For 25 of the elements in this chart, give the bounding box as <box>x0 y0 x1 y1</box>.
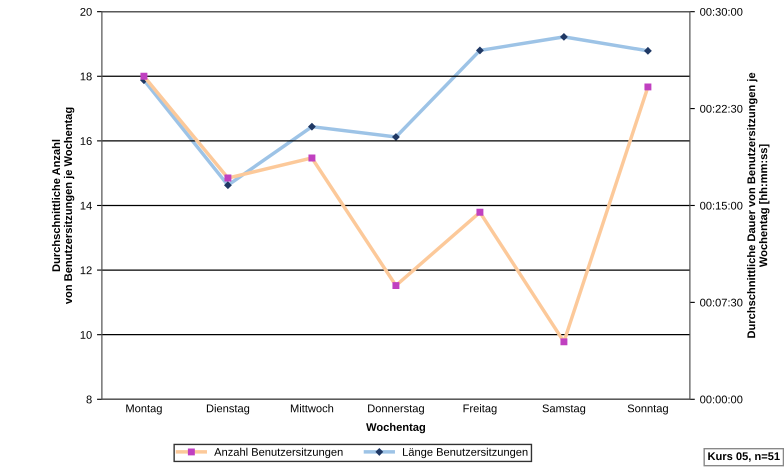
y2-axis-title: Durchschnittliche Dauer von Benutzersitzungen je Wochentag [hh:mm:ss] <box>747 72 770 338</box>
x-axis-title: Wochentag <box>366 422 426 434</box>
x-tick-label: Montag <box>126 404 162 415</box>
legend-label: Anzahl Benutzersitzungen <box>214 448 343 458</box>
y2-tick-label: 00:00:00 <box>700 396 742 404</box>
y-axis-title: Durchschnittliche Anzahl von Benutzersitzungen je Wochentag <box>52 108 74 304</box>
x-tick-label: Dienstag <box>206 404 250 415</box>
legend-label: Länge Benutzersitzungen <box>403 448 528 458</box>
y-tick-label: 12 <box>80 266 92 274</box>
y-tick-label: 20 <box>80 8 92 16</box>
y2-tick-label: 00:30:00 <box>700 8 742 16</box>
x-tick-label: Samstag <box>542 404 586 415</box>
y-tick-label: 8 <box>86 396 92 404</box>
y2-tick-label: 00:22:30 <box>700 104 742 113</box>
y-tick-label: 10 <box>80 330 92 339</box>
x-tick-label: Donnerstag <box>368 404 424 415</box>
x-tick-label: Freitag <box>464 404 496 415</box>
text: Kurs 05, n=51 <box>708 452 780 462</box>
y-tick-label: 16 <box>80 137 92 146</box>
x-tick-label: Sonntag <box>628 404 668 415</box>
y-tick-label: 18 <box>80 72 92 80</box>
y-tick-label: 14 <box>80 202 92 210</box>
y2-tick-label: 00:07:30 <box>700 298 742 307</box>
y2-tick-label: 00:15:00 <box>700 202 742 210</box>
x-tick-label: Mittwoch <box>290 404 334 412</box>
